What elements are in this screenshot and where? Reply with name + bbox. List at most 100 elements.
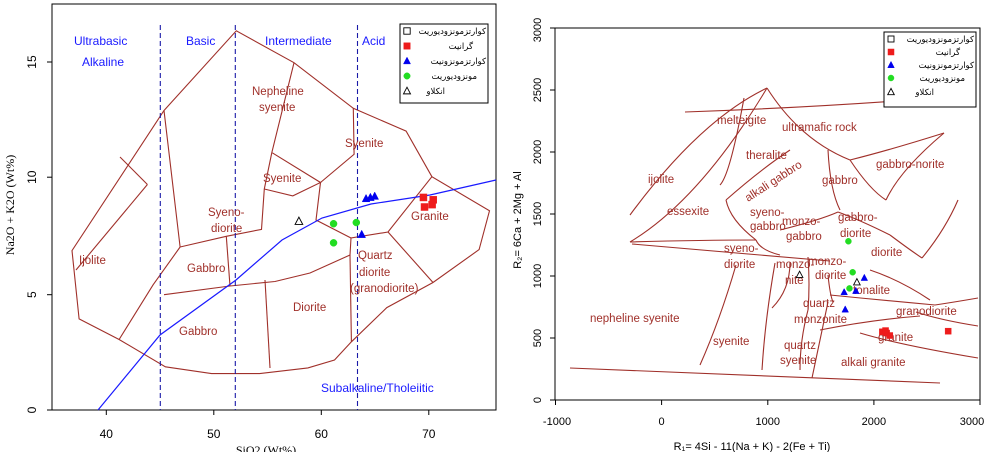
field-label: quartz: [803, 298, 835, 310]
r1r2-y-tick-label: 1500: [532, 202, 544, 226]
r1r2-y-tick-label: 500: [532, 329, 544, 347]
r1r2-curve: [779, 211, 839, 231]
r1r2-curve: [755, 239, 781, 256]
legend-label: کوارتزمونزودیوریت: [907, 35, 975, 45]
r1r2-curve: [684, 99, 911, 113]
field-label: gabbro: [786, 231, 822, 243]
data-point: [420, 203, 429, 211]
tas-x-tick-labels: 40 50 60 70: [100, 427, 436, 441]
tas-x-tick-label: 40: [100, 427, 114, 441]
tas-legend: کوارتزمونزودیوریت گرانیت کوارتزمونزونیت …: [399, 23, 489, 104]
r1r2-curve: [885, 132, 945, 201]
data-point: [852, 286, 860, 294]
tas-line-4: [118, 246, 181, 340]
r1r2-curve: [819, 315, 921, 331]
data-point: [860, 273, 869, 281]
r1r2-curve: [799, 309, 809, 371]
region-label: Intermediate: [265, 34, 332, 48]
r1r2-y-tick-labels: 0 500 1000 1500 2000 2500 3000: [532, 18, 544, 403]
legend-marker: [403, 72, 411, 80]
field-label: gabbro-: [838, 212, 878, 224]
tas-x-ticks: [105, 410, 430, 415]
r1r2-curve: [699, 264, 737, 366]
legend-marker: [403, 42, 411, 50]
region-label: Basic: [186, 34, 215, 48]
r1r2-curve: [849, 132, 945, 161]
field-label: granodiorite: [896, 306, 957, 318]
region-label: Alkaline: [82, 55, 124, 69]
field-label: monzo-: [808, 256, 847, 268]
field-label: diorite: [211, 223, 242, 235]
r1r2-x-tick-label: 3000: [960, 416, 984, 428]
r1r2-curve: [766, 87, 851, 161]
field-label: syeno-: [724, 243, 759, 255]
r1r2-curve: [807, 256, 810, 311]
field-label: diorite: [840, 228, 871, 240]
data-point: [352, 218, 361, 227]
r1r2-x-axis-title: R₁= 4Si - 11(Na + K) - 2(Fe + Ti): [674, 441, 831, 452]
tas-field-labels: Nepheline syenite Syenite Syenite Syeno-…: [79, 86, 449, 338]
field-label: essexite: [667, 206, 709, 218]
r1r2-curve: [629, 87, 768, 243]
data-point: [357, 229, 366, 238]
r1r2-curve: [837, 211, 891, 236]
data-point: [841, 305, 849, 313]
data-point: [944, 327, 952, 335]
tas-y-ticks: [47, 61, 52, 411]
field-label: theralite: [746, 150, 787, 162]
field-label: Syenite: [345, 138, 383, 150]
tas-field-boundaries: [71, 30, 491, 375]
r1r2-curve: [569, 367, 941, 384]
tas-y-tick-label: 15: [25, 55, 39, 69]
r1r2-curve: [719, 97, 745, 186]
legend-label: انکلاو: [425, 87, 445, 97]
tas-line-1: [264, 152, 322, 197]
r1r2-curve: [827, 274, 834, 303]
r1r2-curve: [811, 301, 829, 379]
field-label: Quartz: [358, 250, 393, 262]
field-label: nepheline syenite: [590, 313, 680, 325]
tas-line-3: [320, 108, 355, 183]
field-label: Syeno-: [208, 207, 245, 219]
data-point: [428, 200, 436, 209]
field-label: ijolite: [648, 174, 674, 186]
r1r2-y-axis-title: R₂= 6Ca + 2Mg + Al: [512, 171, 524, 269]
field-label: tonalite: [853, 285, 890, 297]
r1r2-y-tick-label: 0: [532, 397, 544, 403]
field-label: monzo-: [776, 259, 815, 271]
tas-field-outer: [71, 30, 491, 375]
field-label: (granodiorite): [350, 283, 419, 295]
field-label: quartz: [784, 340, 816, 352]
r1r2-data-points: [795, 238, 952, 339]
legend-marker: [402, 86, 412, 95]
legend-marker: [886, 87, 896, 96]
data-point: [849, 269, 856, 276]
tas-legend-box: [399, 23, 489, 104]
data-point: [294, 216, 304, 225]
tas-x-tick-label: 60: [315, 427, 329, 441]
data-point: [882, 327, 889, 334]
data-point: [840, 287, 848, 296]
r1r2-curve: [827, 149, 841, 211]
r1r2-curve: [869, 269, 931, 301]
legend-label: گرانیت: [936, 47, 961, 58]
r1r2-curve: [934, 297, 979, 306]
tas-x-tick-label: 50: [207, 427, 221, 441]
data-point: [329, 219, 338, 228]
tas-data-points: [294, 191, 437, 247]
r1r2-curve: [849, 159, 887, 201]
r1r2-y-tick-label: 1000: [532, 264, 544, 288]
tas-line-10: [349, 254, 352, 342]
region-label: Ultrabasic: [74, 34, 127, 48]
r1r2-y-tick-label: 3000: [532, 18, 544, 42]
legend-label: گرانیت: [449, 41, 474, 52]
r1r2-curve: [629, 87, 768, 216]
tas-silica-dividers: [159, 25, 359, 410]
tas-y-tick-label: 5: [25, 291, 39, 298]
field-label: Nepheline: [252, 86, 304, 98]
field-label: Syenite: [263, 173, 301, 185]
field-label: Ijolite: [79, 255, 106, 267]
tas-line-12: [387, 231, 434, 283]
data-point: [852, 277, 861, 286]
